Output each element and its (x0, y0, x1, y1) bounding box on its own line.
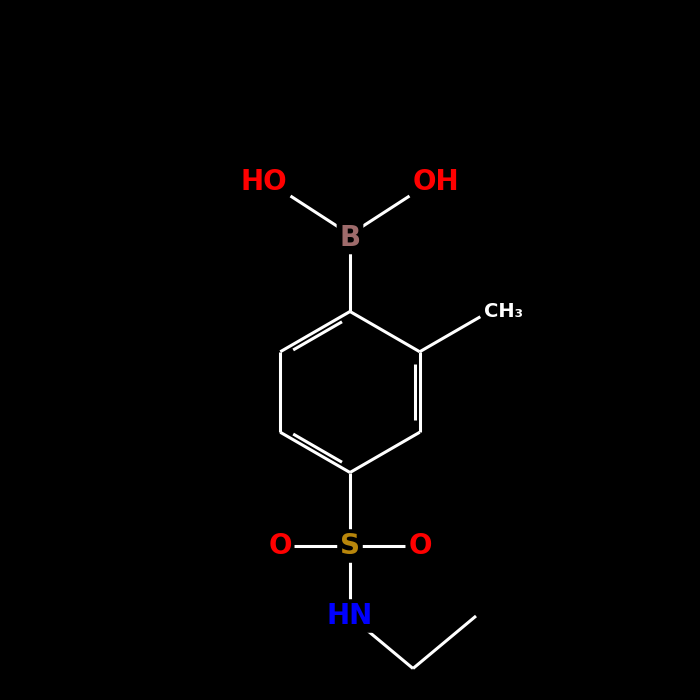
Text: S: S (340, 532, 360, 560)
Text: O: O (408, 532, 432, 560)
Text: OH: OH (413, 168, 459, 196)
Text: O: O (268, 532, 292, 560)
Text: HN: HN (327, 602, 373, 630)
Text: B: B (340, 223, 360, 251)
Text: HO: HO (241, 168, 287, 196)
Text: CH₃: CH₃ (484, 302, 523, 321)
